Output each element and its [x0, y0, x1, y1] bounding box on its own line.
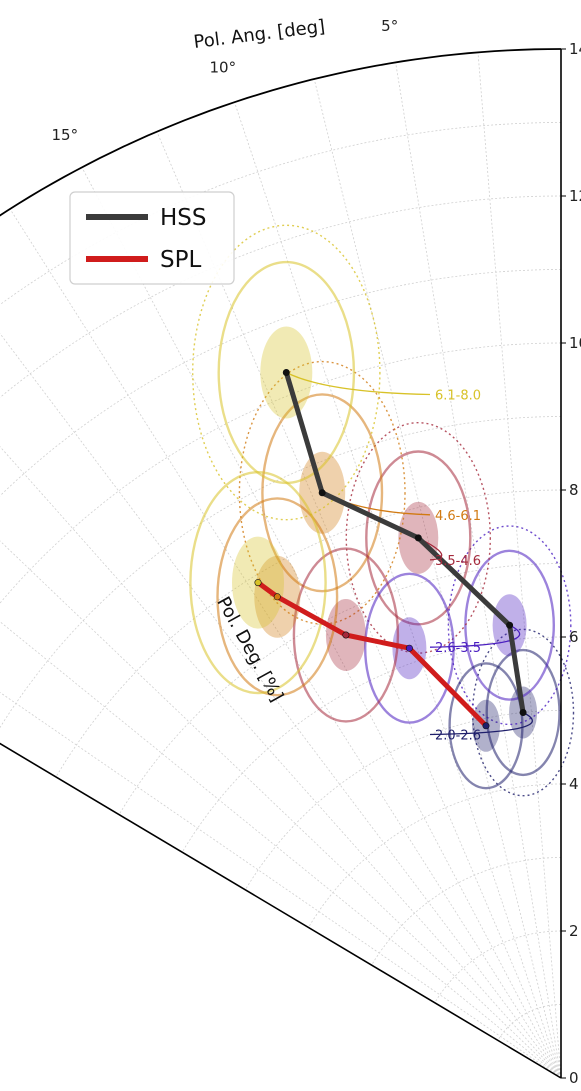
- band-label: 3.5-4.6: [435, 554, 481, 569]
- band-label: 6.1-8.0: [435, 389, 481, 404]
- band-label: 2.0-2.6: [435, 729, 481, 744]
- legend-label-spl: SPL: [160, 247, 201, 273]
- grid-arc: [0, 416, 562, 729]
- uncertainty-contour-dotted: [471, 628, 575, 797]
- data-point-hss: [414, 534, 422, 542]
- grid-spoke: [0, 621, 562, 1079]
- legend-label-hss: HSS: [160, 205, 207, 231]
- radius-tick-label: 14: [569, 40, 581, 58]
- frame-outer-arc: [0, 48, 562, 217]
- grid-arc: [0, 342, 562, 604]
- grid-spoke: [477, 52, 562, 1079]
- frame-left-edge: [0, 742, 562, 1079]
- uncertainty-contour: [292, 547, 400, 723]
- band-leader-line: [429, 711, 533, 736]
- grid-arc: [308, 783, 561, 928]
- series-layer: [254, 368, 527, 730]
- grid-arc: [244, 710, 562, 891]
- legend-box: [69, 191, 235, 285]
- radius-tick-label: 8: [569, 481, 579, 499]
- uncertainty-contour-dotted: [345, 422, 491, 654]
- frame-layer: [0, 48, 566, 1079]
- grid-arc: [371, 857, 561, 966]
- grid-spoke: [395, 62, 562, 1079]
- grid-arc: [0, 269, 562, 497]
- grid-arc: [118, 563, 562, 815]
- radius-tick-label: 10: [569, 334, 581, 352]
- data-point-spl: [342, 631, 350, 639]
- grid-spoke: [9, 208, 562, 1079]
- data-point-spl: [482, 722, 490, 730]
- band-label: 2.6-3.5: [435, 641, 481, 656]
- x-axis-title: Pol. Ang. [deg]: [192, 16, 326, 53]
- radius-tick-label: 0: [569, 1069, 579, 1087]
- grid-arc: [434, 930, 561, 1003]
- legend: HSS SPL: [69, 191, 235, 285]
- grid-spoke: [81, 167, 562, 1079]
- uncertainty-contour: [261, 393, 384, 593]
- uncertainty-contour: [485, 648, 561, 777]
- grid-spoke: [156, 131, 562, 1079]
- grid-arc: [497, 1004, 561, 1041]
- grid-arc: [181, 636, 562, 853]
- data-point-hss: [318, 489, 326, 497]
- radius-tick-label: 2: [569, 922, 579, 940]
- label-layer: 024681012145°10°15°20°25°30°2.0-2.62.6-3…: [52, 17, 581, 1087]
- data-point-hss: [282, 368, 290, 376]
- uncertainty-contour-dotted: [191, 224, 381, 521]
- grid-spoke: [0, 332, 562, 1079]
- data-point-hss: [506, 621, 514, 629]
- band-label: 4.6-6.1: [435, 509, 481, 524]
- data-point-spl: [254, 579, 262, 587]
- data-point-spl: [405, 644, 413, 652]
- grid-spoke: [313, 78, 562, 1079]
- radius-tick-label: 4: [569, 775, 579, 793]
- grid-arc: [55, 489, 562, 778]
- uncertainty-contour-dotted: [447, 525, 572, 726]
- radius-tick-label: 6: [569, 628, 579, 646]
- uncertainty-contour: [189, 470, 327, 695]
- data-point-spl: [273, 593, 281, 601]
- uncertainty-contour: [448, 662, 524, 790]
- uncertainty-contour: [365, 450, 472, 626]
- angle-tick-label: 10°: [210, 58, 237, 76]
- uncertainty-contour: [363, 572, 455, 724]
- angle-tick-label: 5°: [381, 17, 398, 35]
- angle-tick-label: 15°: [52, 126, 79, 144]
- data-point-hss: [519, 708, 527, 716]
- grid-spoke: [234, 102, 562, 1079]
- band-leader-line: [286, 371, 431, 396]
- uncertainty-contour: [216, 497, 339, 697]
- radius-tick-label: 12: [569, 187, 581, 205]
